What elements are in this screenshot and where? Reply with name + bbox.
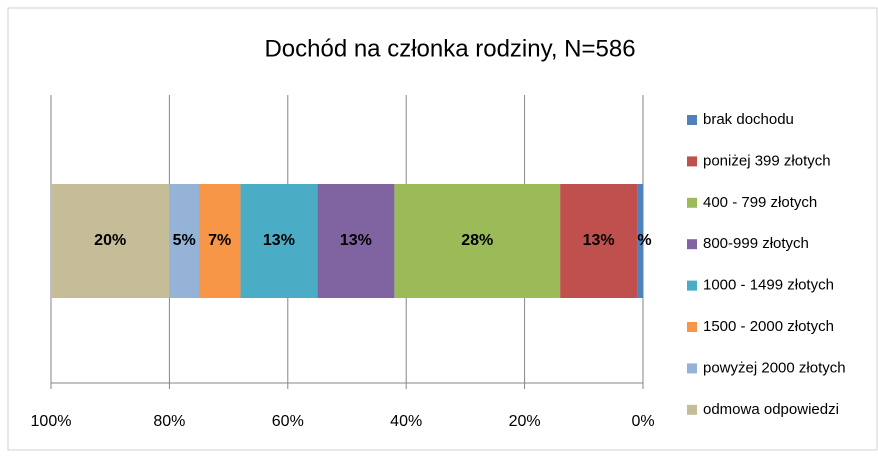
- legend-label: odmowa odpowiedzi: [703, 401, 839, 418]
- legend-swatch: [687, 156, 697, 167]
- chart-border: [7, 7, 878, 451]
- x-tick-label: 100%: [31, 413, 72, 430]
- legend-label: powyżej 2000 złotych: [703, 359, 846, 376]
- legend-label: poniżej 399 złotych: [703, 152, 831, 169]
- data-label: 20%: [94, 232, 126, 249]
- data-label: 7%: [208, 232, 231, 249]
- bar-segment: [240, 184, 318, 298]
- data-label: 5%: [173, 232, 196, 249]
- bar-segment: [560, 184, 638, 298]
- bar-segment: [51, 184, 170, 298]
- x-tick-label: 60%: [272, 413, 304, 430]
- data-label: 28%: [461, 232, 493, 249]
- x-tick-label: 80%: [153, 413, 185, 430]
- legend-label: 800-999 złotych: [703, 235, 809, 252]
- x-tick-label: 0%: [631, 413, 654, 430]
- legend-swatch: [687, 322, 697, 332]
- data-label: 13%: [340, 232, 372, 249]
- legend-swatch: [687, 363, 697, 374]
- legend-swatch: [687, 239, 697, 250]
- data-label: 13%: [583, 232, 615, 249]
- legend-label: 400 - 799 złotych: [703, 194, 817, 211]
- bar-segment: [637, 184, 643, 298]
- x-tick-label: 20%: [509, 413, 541, 430]
- legend-swatch: [687, 404, 697, 415]
- bar-segment: [199, 184, 241, 298]
- legend-swatch: [687, 280, 697, 291]
- legend-swatch: [687, 197, 697, 208]
- legend-swatch: [687, 115, 697, 125]
- legend-label: 1000 - 1499 złotych: [703, 277, 834, 294]
- chart-title: Dochód na członka rodziny, N=586: [264, 35, 635, 62]
- legend-label: brak dochodu: [703, 111, 794, 128]
- bar-segment: [169, 184, 199, 298]
- x-tick-label: 40%: [390, 413, 422, 430]
- bar-segment: [394, 184, 561, 298]
- bar-segment: [317, 184, 395, 298]
- data-label: 13%: [263, 232, 295, 249]
- legend-label: 1500 - 2000 złotych: [703, 318, 834, 335]
